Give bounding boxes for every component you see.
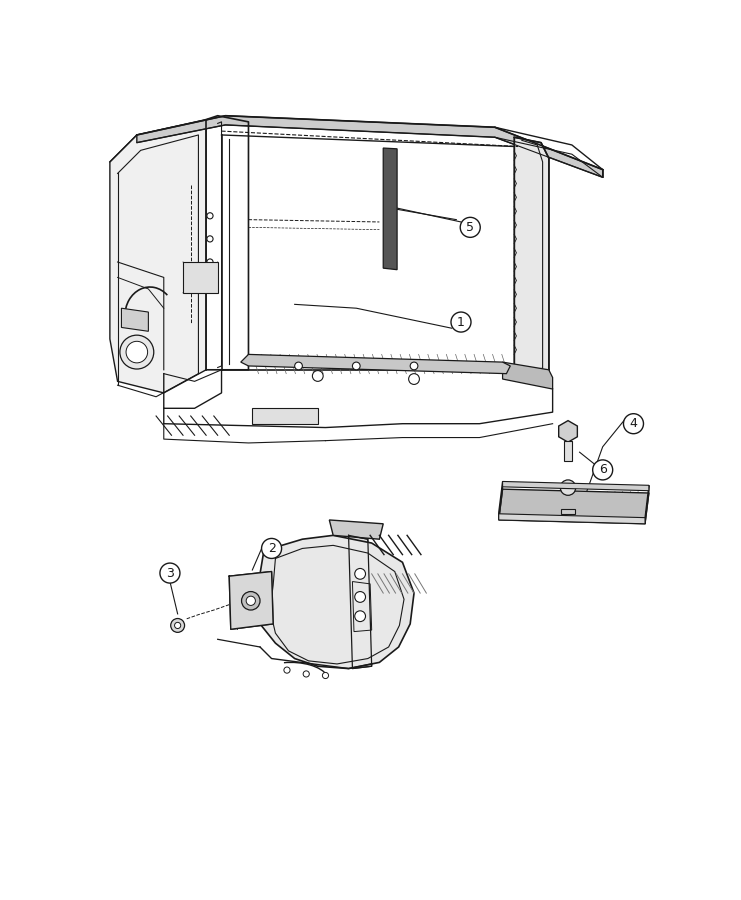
Text: 6: 6 [599, 464, 607, 476]
Polygon shape [499, 490, 649, 524]
Polygon shape [253, 409, 318, 424]
Polygon shape [229, 572, 273, 629]
Polygon shape [256, 536, 414, 669]
Polygon shape [499, 482, 502, 520]
Circle shape [284, 667, 290, 673]
Circle shape [126, 341, 147, 363]
Circle shape [160, 563, 180, 583]
Polygon shape [241, 355, 511, 374]
Circle shape [303, 670, 309, 677]
Text: 3: 3 [166, 567, 174, 580]
Circle shape [451, 312, 471, 332]
Circle shape [313, 371, 323, 382]
Circle shape [355, 591, 365, 602]
Text: 2: 2 [268, 542, 276, 555]
Circle shape [262, 538, 282, 558]
Polygon shape [564, 441, 572, 461]
Circle shape [408, 374, 419, 384]
Circle shape [242, 591, 260, 610]
Polygon shape [137, 116, 602, 177]
Circle shape [411, 362, 418, 370]
Text: 1: 1 [457, 316, 465, 328]
Circle shape [560, 480, 576, 495]
Circle shape [246, 596, 256, 606]
Polygon shape [329, 520, 383, 539]
Circle shape [623, 414, 643, 434]
Polygon shape [645, 485, 649, 524]
Polygon shape [514, 138, 549, 374]
Polygon shape [183, 262, 218, 292]
Circle shape [460, 217, 480, 238]
Circle shape [593, 460, 613, 480]
Circle shape [120, 335, 154, 369]
Text: 5: 5 [466, 220, 474, 234]
Circle shape [207, 259, 213, 266]
Polygon shape [353, 581, 372, 632]
Circle shape [353, 362, 360, 370]
Circle shape [322, 672, 328, 679]
Polygon shape [383, 148, 397, 270]
Polygon shape [499, 514, 645, 524]
Polygon shape [348, 536, 372, 669]
Text: 4: 4 [630, 418, 637, 430]
Circle shape [175, 623, 181, 628]
Polygon shape [561, 509, 575, 514]
Polygon shape [122, 308, 148, 331]
Circle shape [355, 569, 365, 580]
Circle shape [207, 236, 213, 242]
Polygon shape [502, 482, 649, 490]
Polygon shape [559, 420, 577, 442]
Circle shape [170, 618, 185, 633]
Circle shape [355, 611, 365, 622]
Circle shape [295, 362, 302, 370]
Polygon shape [502, 362, 553, 389]
Circle shape [207, 212, 213, 219]
Polygon shape [110, 120, 206, 393]
